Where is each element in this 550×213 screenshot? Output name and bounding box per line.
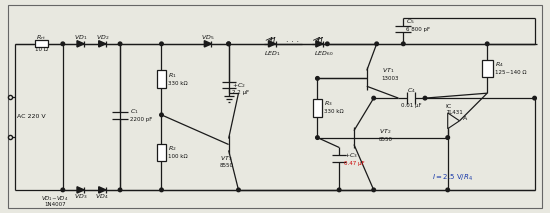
Text: 330 kΩ: 330 kΩ <box>168 81 188 86</box>
Polygon shape <box>205 41 211 47</box>
Text: $C_1$: $C_1$ <box>130 108 139 116</box>
Bar <box>482 60 493 77</box>
Text: A: A <box>463 116 467 121</box>
Text: $R_3$: $R_3$ <box>324 100 333 108</box>
Text: 6 800 pF: 6 800 pF <box>406 27 431 32</box>
Text: $VD_1$~$VD_4$: $VD_1$~$VD_4$ <box>41 194 69 203</box>
Circle shape <box>446 188 449 192</box>
Bar <box>157 144 166 161</box>
Circle shape <box>424 96 427 100</box>
Circle shape <box>372 96 376 100</box>
Text: 125~140 Ω: 125~140 Ω <box>495 70 526 75</box>
Bar <box>313 99 322 117</box>
Circle shape <box>533 96 536 100</box>
Text: 8550: 8550 <box>378 137 393 142</box>
Circle shape <box>160 113 163 117</box>
Text: 0.01 μF: 0.01 μF <box>401 102 421 108</box>
Polygon shape <box>316 41 323 47</box>
Text: 2200 pF: 2200 pF <box>130 117 152 122</box>
Text: $R_2$: $R_2$ <box>168 144 177 153</box>
Text: $LED_{60}$: $LED_{60}$ <box>314 49 333 58</box>
Circle shape <box>486 42 489 46</box>
Circle shape <box>227 42 230 46</box>
Text: AC 220 V: AC 220 V <box>18 114 46 119</box>
Text: 100 kΩ: 100 kΩ <box>168 154 188 159</box>
Circle shape <box>446 136 449 139</box>
Text: · · ·: · · · <box>286 38 299 47</box>
Text: $VD_5$: $VD_5$ <box>201 33 214 42</box>
Text: $VD_3$: $VD_3$ <box>74 192 87 201</box>
Text: $+C_3$: $+C_3$ <box>344 151 358 160</box>
Text: $LED_1$: $LED_1$ <box>264 49 280 58</box>
Polygon shape <box>99 41 106 47</box>
Text: $I=2.5$ V/$R_4$: $I=2.5$ V/$R_4$ <box>432 173 473 183</box>
Text: $R_4$: $R_4$ <box>495 60 504 69</box>
Circle shape <box>375 42 378 46</box>
Circle shape <box>316 136 319 139</box>
Bar <box>157 71 166 88</box>
Text: 1N4007: 1N4007 <box>44 202 65 207</box>
Text: $VT_3$: $VT_3$ <box>221 154 233 163</box>
Text: $VD_4$: $VD_4$ <box>96 192 109 201</box>
Bar <box>35 40 47 47</box>
Circle shape <box>118 42 122 46</box>
Circle shape <box>61 188 64 192</box>
Polygon shape <box>77 41 84 47</box>
Text: $C_5$: $C_5$ <box>406 17 415 26</box>
Circle shape <box>227 42 230 46</box>
Polygon shape <box>448 113 460 129</box>
Text: $VT_1$: $VT_1$ <box>382 66 394 75</box>
Circle shape <box>372 188 376 192</box>
Text: $C_4$: $C_4$ <box>407 86 416 95</box>
Text: 330 kΩ: 330 kΩ <box>324 109 344 114</box>
Text: $VD_2$: $VD_2$ <box>96 33 109 42</box>
Circle shape <box>236 188 240 192</box>
Text: 8550: 8550 <box>219 163 234 168</box>
Circle shape <box>160 188 163 192</box>
Polygon shape <box>77 187 84 193</box>
Circle shape <box>337 188 341 192</box>
Text: TL431: TL431 <box>446 110 463 115</box>
Text: $+C_2$: $+C_2$ <box>232 81 245 90</box>
Text: 2.2 μF: 2.2 μF <box>232 90 249 95</box>
Text: 0.47 μF: 0.47 μF <box>344 161 365 166</box>
Circle shape <box>118 188 122 192</box>
Polygon shape <box>268 41 276 47</box>
Circle shape <box>160 42 163 46</box>
Text: 10 Ω: 10 Ω <box>35 47 47 52</box>
Polygon shape <box>99 187 106 193</box>
Text: 13003: 13003 <box>382 76 399 81</box>
Text: $R_{rt}$: $R_{rt}$ <box>36 33 46 42</box>
Circle shape <box>316 77 319 80</box>
Circle shape <box>61 42 64 46</box>
Text: IC: IC <box>446 105 452 109</box>
Text: $VD_1$: $VD_1$ <box>74 33 87 42</box>
Text: $VT_2$: $VT_2$ <box>378 127 391 136</box>
Text: $R_1$: $R_1$ <box>168 71 177 80</box>
Circle shape <box>326 42 329 46</box>
Circle shape <box>402 42 405 46</box>
